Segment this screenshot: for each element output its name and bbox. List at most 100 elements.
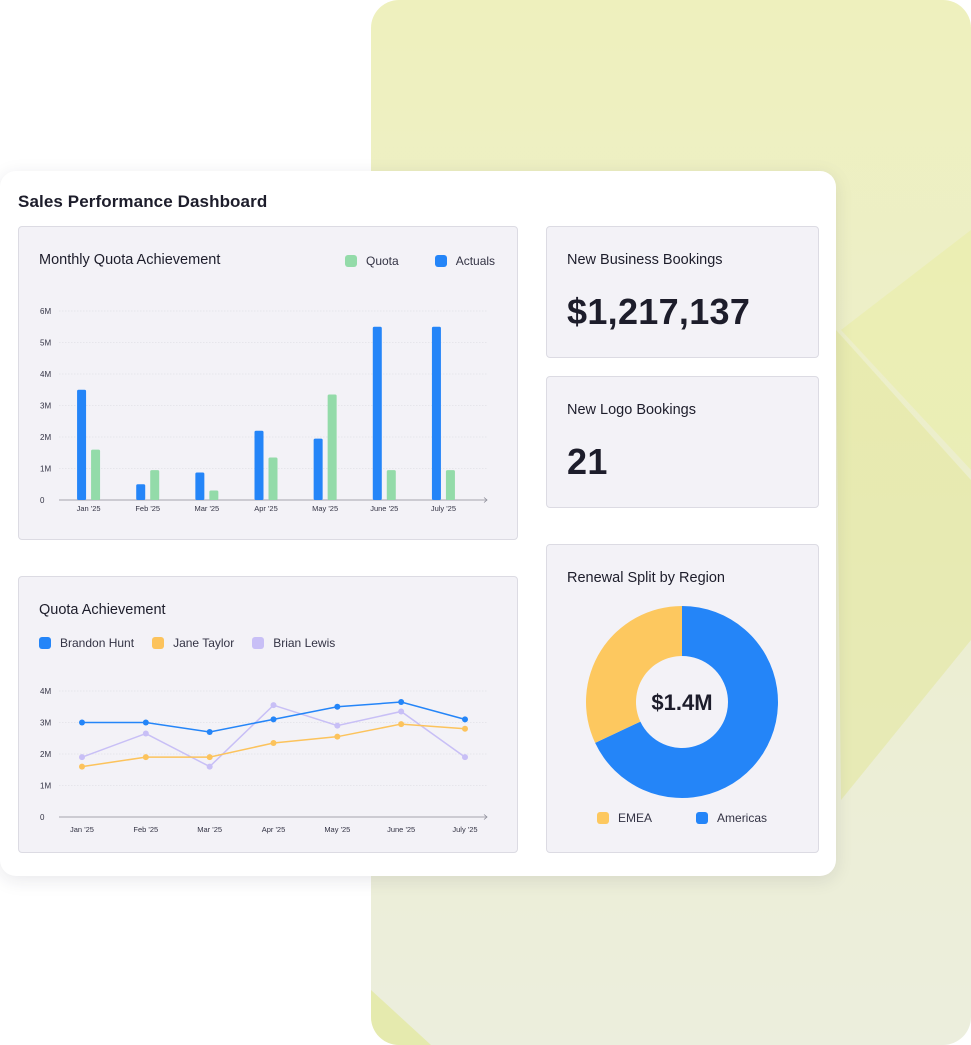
point-jane-taylor-may-25 [334,733,341,740]
x-tick-label: June '25 [387,825,415,834]
point-brandon-hunt-mar-25 [206,728,213,735]
point-jane-taylor-feb-25 [142,754,149,761]
point-brandon-hunt-june-25 [398,699,405,706]
renewal-card: Renewal Split by Region $1.4M EMEA Ameri… [546,544,819,853]
point-brian-lewis-apr-25 [270,702,277,709]
point-jane-taylor-apr-25 [270,739,277,746]
point-brandon-hunt-feb-25 [142,719,149,726]
bar-quota-apr-25 [268,457,278,500]
y-tick-label: 2M [40,750,51,759]
x-tick-label: Jan '25 [77,504,101,513]
point-brian-lewis-jan-25 [79,754,85,761]
y-tick-label: 4M [40,370,51,379]
point-brian-lewis-mar-25 [206,763,213,770]
legend-swatch-americas [696,812,709,824]
legend-swatch-jane-taylor [152,637,165,649]
bar-actuals-apr-25 [254,430,264,500]
legend-swatch-emea [597,812,609,824]
point-jane-taylor-jan-25 [79,763,85,770]
legend-item-brandon-hunt[interactable]: Brandon Hunt [39,636,134,650]
legend-label-americas: Americas [717,811,768,825]
point-jane-taylor-mar-25 [206,754,213,761]
dashboard-window: Sales Performance Dashboard Monthly Quot… [0,171,836,876]
point-brian-lewis-july-25 [462,754,468,761]
new-business-title: New Business Bookings [567,252,723,268]
bar-actuals-mar-25 [195,472,205,500]
point-jane-taylor-june-25 [398,721,405,728]
quota-achievement-card: Quota Achievement Brandon Hunt Jane Tayl… [18,576,518,853]
x-tick-label: June '25 [370,504,398,513]
legend-item-actuals[interactable]: Actuals [434,254,496,268]
bar-quota-may-25 [327,394,337,500]
legend-swatch-actuals [434,255,447,267]
y-tick-label: 5M [40,339,51,348]
y-tick-label: 1M [40,465,51,474]
x-axis-arrow [483,814,488,820]
new-business-value: $1,217,137 [567,291,751,332]
y-tick-label: 2M [40,433,51,442]
bar-actuals-feb-25 [136,484,146,500]
x-tick-label: Mar '25 [194,504,219,513]
x-tick-label: Apr '25 [262,825,286,834]
donut-center-label: $1.4M [651,690,712,715]
x-tick-label: July '25 [452,825,477,834]
legend-item-brian-lewis[interactable]: Brian Lewis [252,636,335,650]
bar-quota-july-25 [445,470,455,500]
point-brandon-hunt-may-25 [334,703,341,710]
legend-label-emea: EMEA [618,811,653,825]
y-tick-label: 1M [40,782,51,791]
legend-item-quota[interactable]: Quota [345,254,399,268]
bar-quota-jan-25 [91,449,101,500]
bar-actuals-june-25 [372,326,382,500]
y-tick-label: 4M [40,687,51,696]
point-brandon-hunt-july-25 [462,716,468,723]
quota-achievement-title: Quota Achievement [39,602,166,618]
bar-quota-mar-25 [209,490,219,500]
legend-swatch-quota [345,255,357,267]
dashboard-title: Sales Performance Dashboard [18,192,268,211]
legend-label-jane-taylor: Jane Taylor [173,636,235,650]
legend-swatch-brandon-hunt [39,637,51,649]
bar-quota-june-25 [386,470,396,500]
slice-emea [586,606,682,743]
x-tick-label: Feb '25 [133,825,158,834]
new-business-card: New Business Bookings $1,217,137 [546,226,819,358]
renewal-legend: EMEA Americas [597,811,767,825]
x-axis-arrow [483,497,488,503]
new-logo-title: New Logo Bookings [567,402,696,418]
bar-actuals-july-25 [431,326,441,500]
x-tick-label: July '25 [431,504,456,513]
new-logo-value: 21 [567,441,608,482]
legend-label-brian-lewis: Brian Lewis [273,636,336,650]
monthly-quota-legend: Quota Actuals [345,254,495,268]
point-brandon-hunt-apr-25 [270,716,277,723]
bar-actuals-jan-25 [77,389,87,500]
legend-label-actuals: Actuals [455,254,496,268]
legend-label-quota: Quota [366,254,399,268]
legend-item-emea[interactable]: EMEA [597,811,652,825]
bar-actuals-may-25 [313,438,323,500]
x-tick-label: Jan '25 [70,825,94,834]
x-tick-label: Mar '25 [197,825,222,834]
legend-swatch-brian-lewis [252,637,265,649]
slice-americas [595,606,778,798]
point-brandon-hunt-jan-25 [79,719,85,726]
y-tick-label: 6M [40,307,51,316]
point-jane-taylor-july-25 [462,725,468,732]
point-brian-lewis-june-25 [398,708,405,715]
quota-achievement-line-chart: 0 1M 2M 3M 4M Jan '25 Feb '25 Mar '25 Apr '25 May… [40,687,488,834]
y-tick-label: 3M [40,402,51,411]
background-shapes [371,230,971,1045]
y-tick-label: 3M [40,719,51,728]
y-tick-label: 0 [40,496,45,505]
legend-item-americas[interactable]: Americas [696,811,767,825]
point-brian-lewis-feb-25 [142,730,149,737]
renewal-donut-chart: $1.4M [586,606,778,798]
legend-label-brandon-hunt: Brandon Hunt [60,636,135,650]
bar-quota-feb-25 [150,470,160,500]
legend-item-jane-taylor[interactable]: Jane Taylor [152,636,234,650]
y-tick-label: 0 [40,813,45,822]
quota-achievement-legend: Brandon Hunt Jane Taylor Brian Lewis [39,636,335,650]
new-logo-card: New Logo Bookings 21 [546,376,819,508]
monthly-quota-bar-chart: 0 1M 2M 3M 4M 5M 6M Jan '25 Feb '25 Mar '25 Apr '2… [40,307,488,513]
